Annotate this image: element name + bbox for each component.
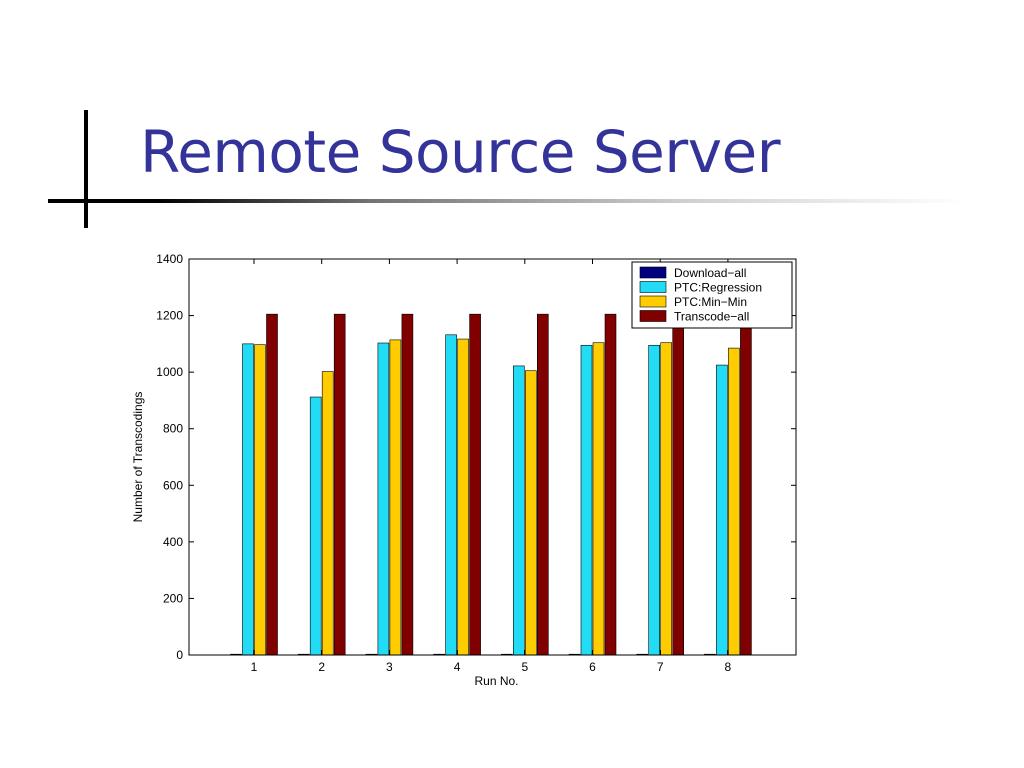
bar-2-run-1: [242, 343, 254, 656]
bar-3-run-7: [660, 342, 673, 656]
legend-label: Transcode−all: [674, 310, 749, 324]
bar-4-run-7: [672, 313, 685, 656]
legend-label: PTC:Regression: [674, 281, 762, 295]
legend-swatch: [639, 295, 667, 308]
legend-label: PTC:Min−Min: [674, 295, 747, 309]
bar-4-run-2: [333, 313, 346, 656]
x-tick-label: 6: [589, 660, 596, 674]
bar-2-run-6: [580, 344, 593, 656]
bars-layer: [230, 313, 752, 656]
x-tick-label: 7: [657, 660, 664, 674]
axes-box: [188, 258, 797, 656]
x-tick-label: 8: [725, 660, 732, 674]
bar-3-run-8: [728, 347, 740, 656]
legend-swatch: [639, 281, 667, 293]
y-tick-label: 1400: [156, 252, 183, 266]
y-tick-label: 0: [176, 648, 183, 662]
y-tick-label: 1000: [156, 365, 183, 379]
y-tick-label: 200: [163, 591, 183, 605]
bar-2-run-5: [512, 365, 525, 656]
x-tick-label: 2: [318, 660, 325, 674]
bar-2-run-3: [377, 342, 390, 656]
x-tick-label: 4: [454, 660, 461, 674]
bar-4-run-4: [469, 313, 481, 656]
x-tick-label: 1: [251, 660, 258, 674]
y-tick-label: 400: [163, 535, 183, 549]
title-vertical-rule: [84, 110, 88, 228]
bar-4-run-1: [266, 313, 278, 656]
legend-swatch: [639, 266, 667, 279]
legend: Download−allPTC:RegressionPTC:Min−MinTra…: [631, 261, 793, 329]
y-axis-label: Number of Transcodings: [131, 392, 145, 523]
bar-chart: 1 2 3 4 5 6 7 8 0 200 400 600 800 1000 1200 1400 Run No…: [120, 248, 810, 693]
bar-2-run-2: [309, 396, 322, 656]
ticks-layer: 1 2 3 4 5 6 7 8 0 200 400 600 800 1000 1200 1400: [156, 252, 796, 674]
bar-4-run-6: [604, 313, 617, 656]
bar-4-run-3: [401, 313, 414, 656]
x-tick-label: 5: [521, 660, 528, 674]
x-tick-label: 3: [386, 660, 393, 674]
bar-4-run-8: [740, 313, 752, 656]
bar-3-run-3: [389, 339, 402, 656]
bar-3-run-1: [254, 344, 266, 656]
y-tick-label: 1200: [156, 309, 183, 323]
bar-3-run-4: [457, 338, 469, 656]
chart-svg: 1 2 3 4 5 6 7 8 0 200 400 600 800 1000 1200 1400 Run No…: [131, 252, 797, 688]
x-axis-label: Run No.: [474, 674, 518, 688]
slide-title: Remote Source Server: [140, 118, 781, 186]
legend-swatch: [639, 310, 667, 322]
y-tick-label: 600: [163, 478, 183, 492]
bar-2-run-7: [648, 344, 661, 656]
bar-3-run-2: [321, 371, 334, 656]
title-horizontal-rule: [48, 199, 968, 203]
legend-label: Download−all: [674, 266, 746, 280]
bar-2-run-4: [445, 334, 457, 656]
y-tick-label: 800: [163, 422, 183, 436]
bar-4-run-5: [536, 313, 549, 656]
bar-2-run-8: [716, 364, 728, 656]
bar-3-run-6: [592, 342, 605, 656]
bar-3-run-5: [524, 370, 537, 656]
